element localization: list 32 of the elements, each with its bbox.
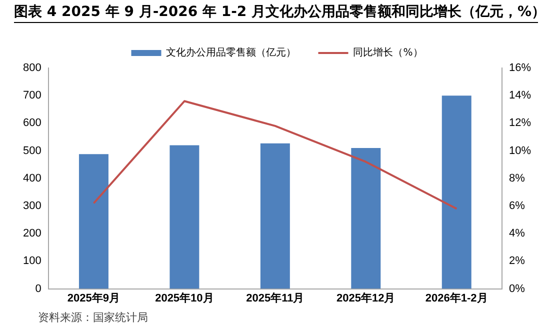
y2-tick-label: 4% [508, 228, 526, 240]
y2-tick-label: 10% [508, 144, 532, 157]
text: 资料来源：国家统计局 [38, 310, 148, 325]
y-tick-label: 400 [22, 172, 42, 184]
y2-tick-label: 12% [508, 117, 532, 130]
y2-tick-label: 14% [508, 90, 532, 102]
x-tick-label: 2025年12月 [336, 291, 396, 304]
bar [442, 96, 472, 289]
legend-label: 同比增长（%） [353, 46, 423, 59]
y2-tick-label: 0% [508, 282, 526, 295]
y2-tick-label: 8% [508, 172, 526, 184]
x-tick-label: 2025年9月 [67, 291, 120, 304]
chart-title: 图表 4 2025 年 9 月-2026 年 1-2 月文化办公用品零售额和同比增长（亿元，%） [14, 2, 546, 22]
x-tick-label: 2025年10月 [155, 291, 214, 304]
y-tick-label: 100 [22, 255, 42, 268]
y-tick-label: 800 [22, 62, 42, 74]
x-tick-label: 2026年1-2月 [425, 291, 488, 304]
bar [78, 154, 108, 289]
y-tick-label: 200 [22, 228, 42, 240]
y2-tick-label: 6% [508, 200, 526, 212]
y-tick-label: 0 [35, 282, 42, 295]
legend-label: 文化办公用品零售额（亿元） [166, 46, 296, 59]
bar [351, 148, 381, 289]
y-tick-label: 700 [22, 90, 42, 102]
x-tick-label: 2025年11月 [246, 291, 304, 304]
y2-tick-label: 16% [508, 62, 532, 74]
y-tick-label: 500 [22, 144, 42, 157]
bar [260, 143, 290, 289]
y-tick-label: 300 [22, 200, 42, 212]
y-tick-label: 600 [22, 117, 42, 130]
bar [170, 145, 200, 289]
y2-tick-label: 2% [508, 255, 526, 268]
